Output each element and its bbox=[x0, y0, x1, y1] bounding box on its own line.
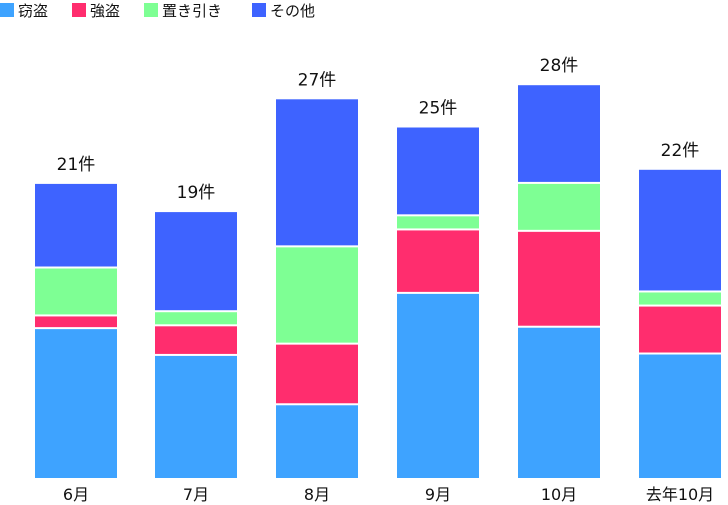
category-label-5: 去年10月 bbox=[646, 485, 714, 504]
bar-segment-3-2 bbox=[397, 216, 479, 229]
bar-segment-3-1 bbox=[397, 230, 479, 292]
total-label-4: 28件 bbox=[540, 56, 579, 76]
category-labels: 6月 7月 8月 9月 10月 去年10月 bbox=[63, 485, 714, 504]
bar-segment-1-3 bbox=[155, 212, 237, 311]
bar-segment-3-0 bbox=[397, 293, 479, 478]
legend-swatch-0 bbox=[0, 3, 14, 17]
bar-segment-4-3 bbox=[518, 85, 600, 182]
category-label-3: 9月 bbox=[425, 485, 451, 504]
legend-label-3: その他 bbox=[270, 2, 315, 20]
bar-segment-2-1 bbox=[276, 344, 358, 404]
bar-segment-2-0 bbox=[276, 405, 358, 478]
bar-segment-0-0 bbox=[35, 329, 117, 478]
bar-segment-5-3 bbox=[639, 169, 721, 291]
legend: 窃盗 強盗 置き引き その他 bbox=[0, 2, 315, 20]
bar-segment-1-0 bbox=[155, 355, 237, 478]
total-label-2: 27件 bbox=[298, 70, 337, 90]
total-label-1: 19件 bbox=[177, 183, 216, 203]
bar-segment-2-3 bbox=[276, 99, 358, 246]
bar-segment-4-0 bbox=[518, 327, 600, 478]
total-label-0: 21件 bbox=[57, 155, 96, 175]
bar-segment-1-1 bbox=[155, 326, 237, 354]
bar-segment-0-3 bbox=[35, 183, 117, 267]
total-label-5: 22件 bbox=[661, 141, 700, 161]
category-label-4: 10月 bbox=[541, 485, 577, 504]
bar-segment-3-3 bbox=[397, 127, 479, 215]
bar-segment-5-1 bbox=[639, 306, 721, 353]
bar-segment-0-2 bbox=[35, 268, 117, 315]
bar-segment-5-0 bbox=[639, 354, 721, 478]
bar-segment-5-2 bbox=[639, 292, 721, 305]
category-label-0: 6月 bbox=[63, 485, 89, 504]
legend-label-2: 置き引き bbox=[162, 2, 222, 20]
legend-swatch-2 bbox=[144, 3, 158, 17]
bar-segment-1-2 bbox=[155, 312, 237, 325]
legend-swatch-1 bbox=[72, 3, 86, 17]
bar-segment-0-1 bbox=[35, 316, 117, 328]
bar-segment-4-2 bbox=[518, 183, 600, 230]
total-labels: 21件 19件 27件 25件 28件 22件 bbox=[57, 56, 700, 203]
category-label-2: 8月 bbox=[304, 485, 330, 504]
legend-label-0: 窃盗 bbox=[18, 2, 48, 20]
legend-swatch-3 bbox=[252, 3, 266, 17]
total-label-3: 25件 bbox=[419, 99, 458, 119]
bar-segment-2-2 bbox=[276, 247, 358, 343]
legend-label-1: 強盗 bbox=[90, 2, 120, 20]
bar-segment-4-1 bbox=[518, 231, 600, 326]
category-label-1: 7月 bbox=[183, 485, 209, 504]
bars bbox=[35, 85, 721, 478]
